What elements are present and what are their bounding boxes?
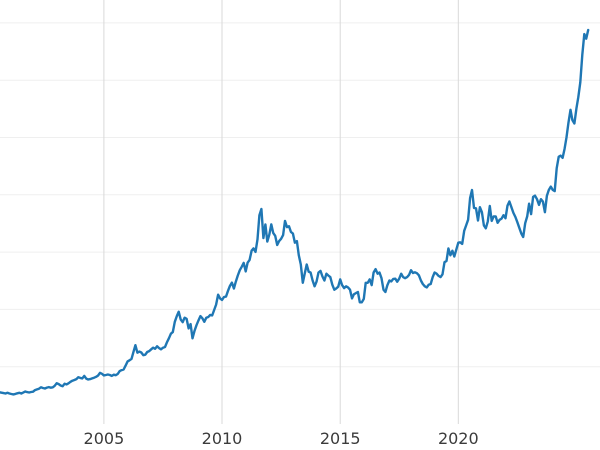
x-tick-label: 2020 — [438, 429, 479, 448]
x-tick-label: 2005 — [84, 429, 125, 448]
price-line — [0, 28, 590, 396]
x-tick-label: 2010 — [202, 429, 243, 448]
x-tick-label: 2015 — [320, 429, 361, 448]
